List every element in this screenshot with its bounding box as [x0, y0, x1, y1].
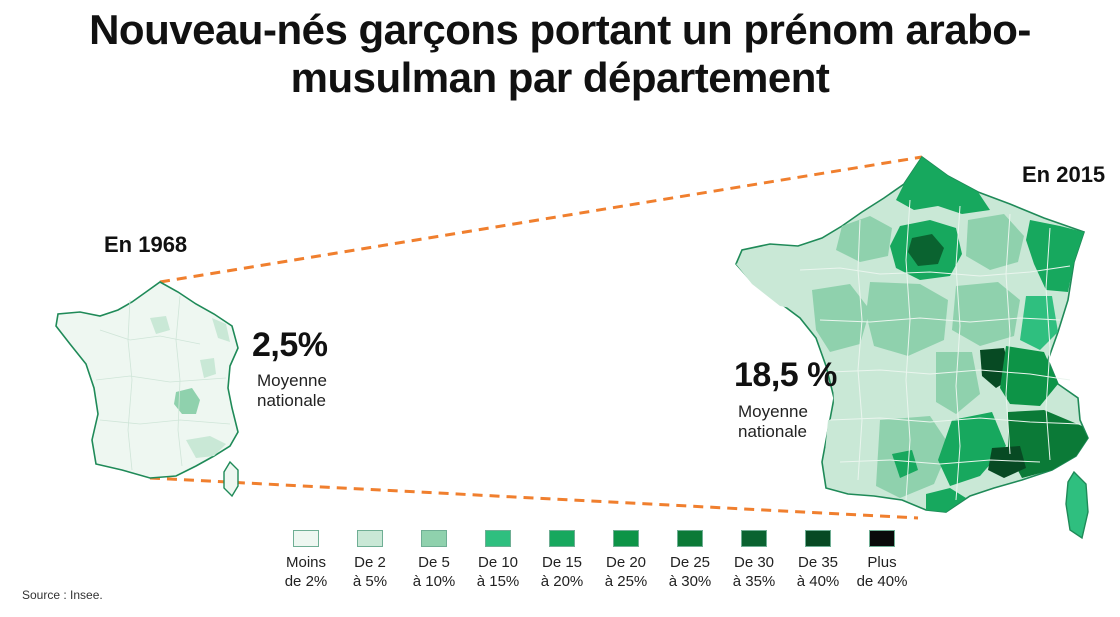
legend-swatch: [357, 530, 383, 547]
internal-borders-1968: [95, 295, 231, 471]
legend-swatch: [613, 530, 639, 547]
legend-label-line-2: à 5%: [352, 573, 388, 590]
connector-line-bottom: [149, 476, 919, 520]
legend-item: Plus de 40%: [850, 530, 914, 591]
legend-item: De 5 à 10%: [402, 530, 466, 591]
region-2015-pays-de-loire: [812, 284, 870, 352]
page-title: Nouveau-nés garçons portant un prénom ar…: [0, 6, 1120, 102]
region-2015-alsace-lorraine: [1026, 220, 1084, 292]
map-2015: [735, 155, 1089, 540]
legend-swatch: [485, 530, 511, 547]
legend-item: Moins de 2%: [274, 530, 338, 591]
caption-1968-line-2: nationale: [257, 391, 327, 410]
legend-item: De 10 à 15%: [466, 530, 530, 591]
region-1968-alsace: [212, 318, 230, 342]
region-2015-toulouse: [892, 450, 918, 478]
legend-label-line-2: à 25%: [604, 573, 648, 590]
legend-swatch: [869, 530, 895, 547]
region-2015-languedoc: [938, 412, 1006, 486]
legend-label-line-2: à 10%: [412, 573, 456, 590]
region-2015-poitou: [832, 352, 878, 414]
region-2015-normandie: [836, 216, 892, 262]
region-1968-marseille: [186, 436, 226, 458]
national-average-caption-2015: Moyenne nationale: [738, 402, 808, 442]
legend-label-line-1: De 15: [541, 554, 583, 571]
legend-label-line-1: De 20: [605, 554, 647, 571]
map-1968: [55, 281, 239, 498]
legend-swatch: [293, 530, 319, 547]
france-outline-1968: [55, 281, 239, 479]
region-1968-lyon2: [200, 358, 216, 378]
legend-label-line-1: De 10: [477, 554, 519, 571]
legend-label-line-1: De 25: [669, 554, 711, 571]
region-1968-paris: [150, 316, 170, 334]
corsica-2015: [1065, 470, 1089, 540]
legend-swatch: [677, 530, 703, 547]
legend-item: De 15 à 20%: [530, 530, 594, 591]
legend-item: De 25 à 30%: [658, 530, 722, 591]
legend-label-line-1: Moins: [285, 554, 326, 571]
national-average-1968: 2,5%: [252, 326, 328, 364]
legend-label-line-2: de 2%: [284, 573, 328, 590]
title-line-1: Nouveau-nés garçons portant un prénom ar…: [89, 6, 1031, 53]
region-2015-rhone-alpes: [1000, 346, 1058, 406]
legend-label-line-2: à 15%: [476, 573, 520, 590]
internal-borders-2015: [799, 199, 1081, 501]
region-2015-paris-core: [908, 234, 944, 266]
region-2015-paca: [1008, 410, 1088, 478]
legend-label-line-2: à 35%: [732, 573, 776, 590]
region-2015-auvergne: [936, 352, 980, 414]
legend-item: De 35 à 40%: [786, 530, 850, 591]
national-average-2015: 18,5 %: [734, 356, 837, 394]
legend-label-line-2: à 20%: [540, 573, 584, 590]
legend-label-line-1: De 2: [354, 554, 386, 571]
legend-item: De 20 à 25%: [594, 530, 658, 591]
year-label-1968: En 1968: [104, 232, 188, 257]
legend-item: De 30 à 35%: [722, 530, 786, 591]
region-1968-rhone: [174, 388, 200, 414]
national-average-caption-1968: Moyenne nationale: [257, 371, 327, 411]
legend-label-line-2: à 40%: [796, 573, 840, 590]
corsica-1968: [223, 460, 239, 498]
region-2015-bouches-du-rhone: [988, 446, 1026, 478]
region-2015-bourgogne: [952, 282, 1020, 346]
region-2015-bretagne: [736, 250, 826, 312]
region-2015-franche-comte: [1020, 296, 1058, 350]
legend-label-line-2: de 40%: [856, 573, 908, 590]
legend-label-line-1: De 35: [797, 554, 839, 571]
caption-2015-line-1: Moyenne: [738, 402, 808, 421]
legend-swatch: [805, 530, 831, 547]
legend-label-line-2: à 30%: [668, 573, 712, 590]
caption-1968-line-1: Moyenne: [257, 371, 327, 390]
region-2015-nord: [896, 157, 990, 214]
year-label-2015: En 2015: [1022, 162, 1106, 187]
legend-label-line-1: De 30: [733, 554, 775, 571]
legend-item: De 2 à 5%: [338, 530, 402, 591]
title-line-2: musulman par département: [290, 54, 830, 101]
legend-label-line-1: Plus: [867, 554, 897, 571]
connector-line-top: [159, 155, 923, 284]
region-2015-aquitaine: [824, 418, 878, 490]
legend-label-line-1: De 5: [418, 554, 450, 571]
legend-swatch: [741, 530, 767, 547]
source-note: Source : Insee.: [22, 588, 103, 602]
legend-swatch: [549, 530, 575, 547]
caption-2015-line-2: nationale: [738, 422, 808, 441]
legend-swatch: [421, 530, 447, 547]
